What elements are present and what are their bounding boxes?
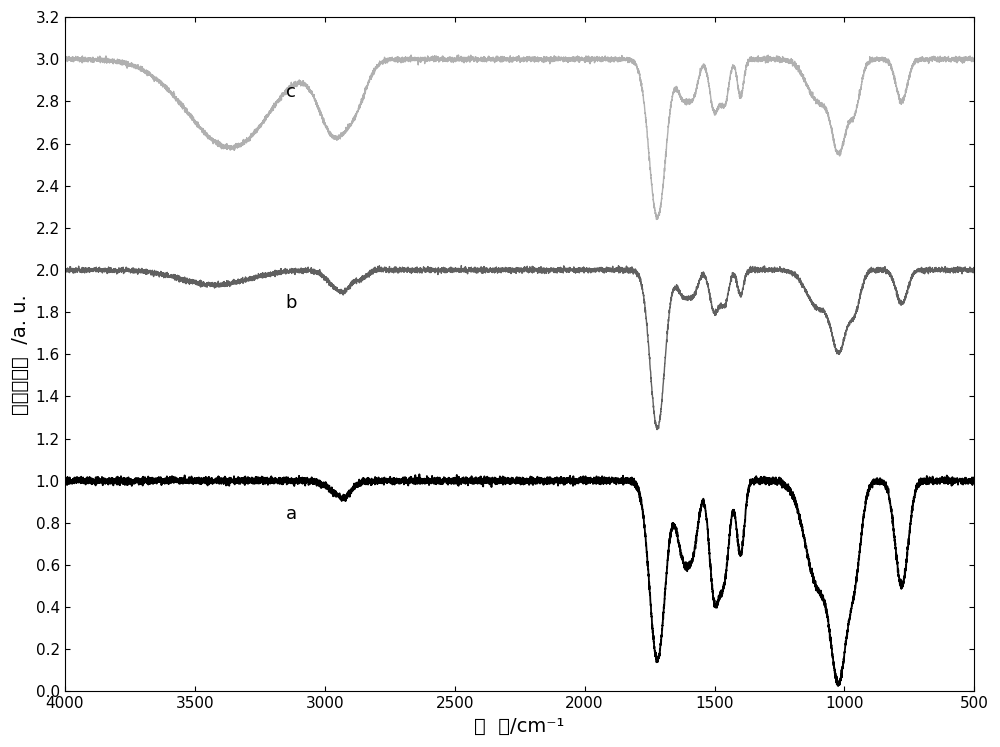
Y-axis label: 相对透射比  /a. u.: 相对透射比 /a. u.: [11, 294, 30, 415]
Text: c: c: [286, 83, 296, 101]
X-axis label: 波  数/cm⁻¹: 波 数/cm⁻¹: [474, 717, 565, 736]
Text: b: b: [286, 294, 297, 312]
Text: a: a: [286, 505, 297, 523]
